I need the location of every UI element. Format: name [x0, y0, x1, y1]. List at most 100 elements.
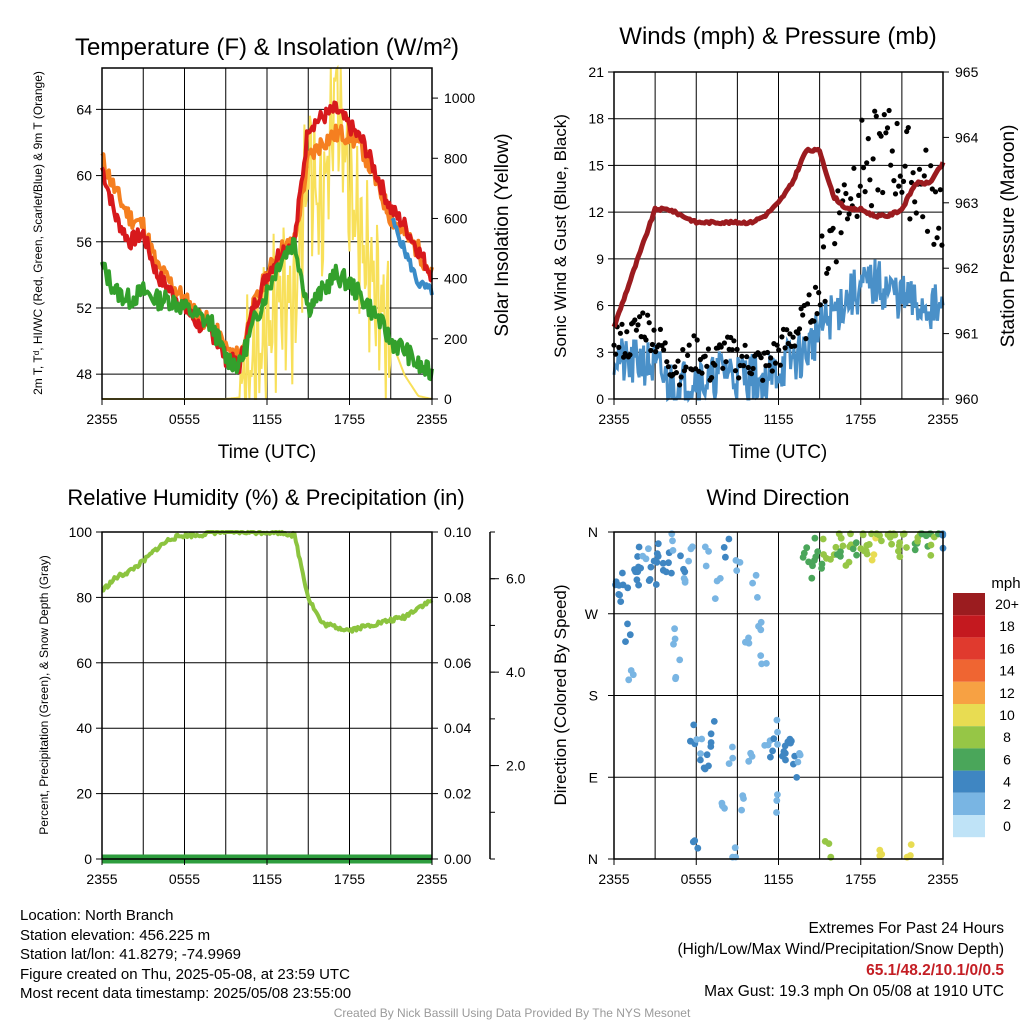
gust-point [653, 349, 659, 355]
direction-points [612, 530, 947, 861]
gust-point [854, 213, 860, 219]
direction-point [796, 751, 804, 759]
direction-point [736, 559, 744, 566]
direction-point [745, 639, 753, 647]
x-tick-label: 2355 [416, 411, 447, 427]
gust-point [790, 334, 796, 340]
direction-point [803, 544, 811, 552]
pressure-right-axis: 960 961 962 963 964 965 [943, 64, 979, 407]
y-tick-label: 64 [76, 101, 92, 117]
direction-point [773, 809, 780, 816]
gust-point [661, 347, 667, 353]
direction-point [707, 739, 715, 746]
gust-point [820, 244, 827, 250]
colorbar-label: 0 [1003, 818, 1011, 834]
direction-point [647, 563, 655, 571]
direction-point [697, 750, 704, 758]
direction-point [707, 730, 715, 738]
direction-point [659, 559, 667, 567]
gust-point [680, 347, 686, 353]
direction-point [876, 852, 884, 860]
gust-point [744, 354, 750, 360]
x-tick-label: 2355 [927, 411, 958, 427]
y2-tick-label: 0.10 [444, 524, 471, 540]
gust-point [912, 199, 918, 205]
gust-point [889, 148, 895, 154]
direction-point [747, 749, 754, 757]
direction-point [927, 552, 935, 559]
gust-point [860, 165, 867, 171]
gust-point [884, 125, 891, 131]
direction-point [752, 571, 760, 579]
direction-point [814, 548, 822, 555]
winds-ylabel-right: Station Pressure (Maroon) [998, 125, 1019, 348]
gust-point [764, 349, 771, 356]
direction-point [703, 751, 711, 759]
temperature-x-axis: 2355 0555 1155 1755 2355 [86, 399, 448, 427]
direction-point [626, 631, 634, 639]
direction-point [713, 577, 721, 585]
gust-point [932, 189, 939, 195]
direction-point [635, 581, 642, 589]
gust-point [616, 344, 622, 350]
y2-tick-label: 0.06 [444, 655, 471, 671]
y-tick-label: 3 [596, 344, 604, 360]
snow-tick-label: 4.0 [506, 664, 526, 680]
direction-point [668, 569, 675, 577]
y2-tick-label: 400 [444, 271, 468, 287]
gust-point [662, 340, 668, 346]
gust-point [832, 241, 838, 247]
direction-point [811, 534, 819, 542]
gust-point [856, 192, 862, 198]
pressure-line [611, 146, 946, 328]
gust-point [905, 125, 911, 131]
direction-point [895, 547, 902, 555]
direction-point [745, 757, 753, 765]
direction-point [672, 675, 679, 683]
direction-point [781, 749, 789, 757]
direction-point [645, 577, 653, 584]
direction-point [677, 552, 684, 560]
gust-point [760, 377, 766, 383]
winds-ylabel-left: Sonic Wind & Gust (Blue, Black) [551, 114, 570, 358]
y-tick-label: N [588, 524, 598, 540]
humidity-panel: Relative Humidity (%) & Precipitation (i… [37, 485, 526, 887]
direction-point [738, 806, 745, 814]
x-tick-label: 2355 [598, 411, 629, 427]
gust-point [732, 368, 739, 374]
gust-point [907, 216, 913, 222]
direction-point [722, 553, 729, 561]
x-tick-label: 1755 [845, 411, 876, 427]
direction-point [654, 540, 662, 548]
y-tick-label: 56 [76, 234, 92, 250]
gust-point [782, 345, 788, 351]
gust-point [880, 189, 886, 196]
gust-point [769, 368, 775, 374]
y-tick-label: 9 [596, 251, 604, 267]
gust-point [811, 318, 817, 324]
gust-point [888, 162, 894, 168]
gust-point [892, 191, 899, 197]
direction-point [619, 569, 626, 577]
gust-point [627, 352, 633, 358]
gust-point [851, 165, 857, 171]
colorbar-swatch [953, 748, 985, 771]
x-tick-label: 1755 [845, 871, 876, 887]
gust-point [673, 370, 680, 376]
direction-point [853, 551, 860, 559]
recent-timestamp: Most recent data timestamp: 2025/05/08 2… [20, 985, 352, 1002]
gust-point [718, 344, 724, 350]
direction-point [774, 728, 781, 736]
direction-point [694, 844, 702, 852]
gust-point [838, 230, 844, 236]
y-tick-label: 21 [588, 64, 604, 80]
direction-point [903, 544, 910, 551]
x-tick-label: 2355 [86, 411, 117, 427]
y-tick-label: 80 [76, 589, 92, 605]
direction-point [818, 560, 826, 568]
direction-point [754, 594, 761, 601]
gust-point [649, 341, 656, 348]
direction-point [702, 562, 710, 570]
direction-point [773, 797, 781, 804]
